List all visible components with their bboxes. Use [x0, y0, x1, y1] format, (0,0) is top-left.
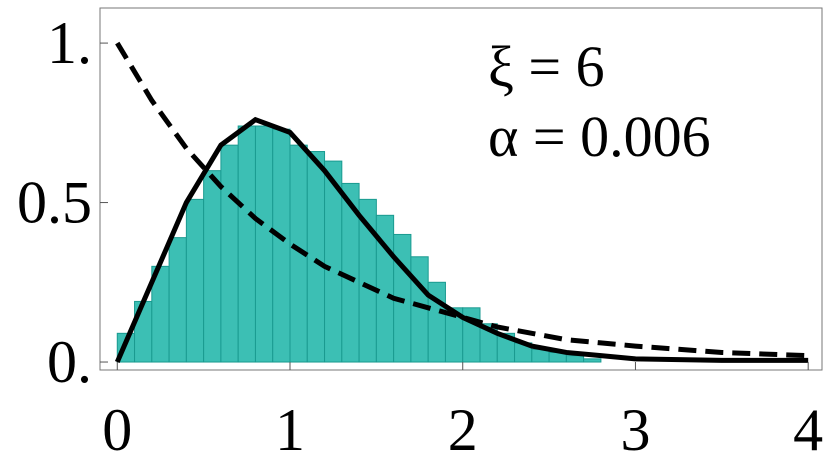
histogram-bar	[237, 125, 256, 363]
dashed-curve	[115, 41, 809, 359]
plot-frame	[99, 7, 823, 371]
x-tick-label: 3	[620, 397, 650, 462]
x-tick-label: 4	[793, 397, 823, 462]
y-tick-label: 0.5	[17, 170, 92, 236]
histogram-bar	[565, 355, 585, 363]
histogram-bar	[220, 144, 239, 363]
histogram-bar	[583, 358, 602, 363]
annotation: ξ = 6	[488, 34, 605, 99]
histogram-bar	[254, 125, 274, 363]
annotation: α = 0.006	[488, 104, 711, 169]
x-tick-label: 2	[448, 397, 478, 462]
histogram-bar	[272, 128, 291, 363]
histogram-bar	[203, 170, 222, 363]
histogram-bar	[185, 198, 205, 363]
x-tick-label: 0	[102, 397, 132, 462]
histogram-bar	[306, 151, 326, 363]
solid-curve	[114, 116, 809, 364]
histogram-bar	[168, 237, 187, 363]
y-tick-label: 0.	[47, 329, 92, 395]
x-tick-label: 1	[275, 397, 305, 462]
y-tick-label: 1.	[47, 10, 92, 76]
